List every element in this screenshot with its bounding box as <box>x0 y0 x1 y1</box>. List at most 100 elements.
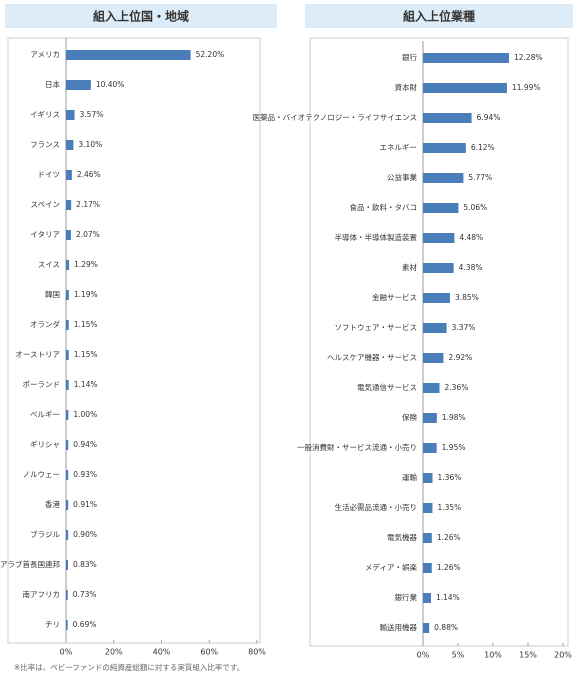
bar <box>66 440 69 450</box>
category-label: ブラジル <box>30 529 60 539</box>
bar <box>423 563 432 573</box>
category-label: スペイン <box>31 200 60 209</box>
bar <box>66 620 68 630</box>
category-label: イギリス <box>30 110 60 119</box>
bar <box>423 413 437 423</box>
value-label: 2.92% <box>448 353 472 362</box>
category-label: 金融サービス <box>372 292 417 302</box>
value-label: 1.14% <box>436 593 460 602</box>
bar <box>423 113 472 123</box>
value-label: 1.00% <box>73 410 97 419</box>
bar <box>66 170 72 180</box>
bar <box>66 50 191 60</box>
x-tick-label: 40% <box>153 648 171 657</box>
x-tick-label: 0% <box>417 651 430 660</box>
value-label: 4.48% <box>459 233 483 242</box>
value-label: 1.36% <box>438 473 462 482</box>
value-label: 6.12% <box>471 143 495 152</box>
bar <box>66 560 68 570</box>
bar <box>66 500 69 510</box>
chart-title: 組入上位国・地域 <box>93 9 189 24</box>
bar <box>66 110 75 120</box>
title-box <box>305 4 573 28</box>
category-label: 銀行業 <box>395 592 418 602</box>
bar <box>66 290 69 300</box>
bar <box>423 533 432 543</box>
bar <box>66 230 71 240</box>
category-label: 韓国 <box>45 289 60 299</box>
category-label: オーストリア <box>15 350 60 359</box>
bar <box>423 503 433 513</box>
value-label: 5.77% <box>468 173 492 182</box>
value-label: 0.83% <box>73 560 97 569</box>
value-label: 1.26% <box>437 563 461 572</box>
bar <box>66 410 69 420</box>
bar <box>423 323 447 333</box>
bar <box>66 530 69 540</box>
category-label: ドイツ <box>38 170 61 179</box>
bar <box>66 470 69 480</box>
bar <box>66 380 69 390</box>
category-label: 医薬品・バイオテクノロジー・ライフサイエンス <box>253 112 417 122</box>
bar <box>66 350 69 360</box>
category-label: 保険 <box>402 413 417 422</box>
value-label: 52.20% <box>196 50 225 59</box>
value-label: 0.69% <box>73 620 97 629</box>
bar <box>423 233 455 243</box>
x-tick-label: 15% <box>519 651 537 660</box>
value-label: 1.19% <box>74 290 98 299</box>
category-label: オランダ <box>30 319 60 329</box>
category-label: フランス <box>30 140 60 149</box>
value-label: 0.90% <box>73 530 97 539</box>
value-label: 2.36% <box>445 383 469 392</box>
value-label: 6.94% <box>477 113 501 122</box>
value-label: 1.26% <box>437 533 461 542</box>
category-label: 香港 <box>45 499 60 509</box>
category-label: 南アフリカ <box>23 589 61 599</box>
bar <box>423 83 507 93</box>
x-tick-label: 20% <box>105 648 123 657</box>
bar <box>423 593 431 603</box>
bar <box>423 263 454 273</box>
bar <box>423 143 466 153</box>
chart-title: 組入上位業種 <box>403 9 475 24</box>
value-label: 1.98% <box>442 413 466 422</box>
category-label: 銀行 <box>402 52 417 62</box>
value-label: 11.99% <box>512 83 541 92</box>
value-label: 12.28% <box>514 53 543 62</box>
bar <box>66 80 91 90</box>
category-label: 電気機器 <box>387 532 417 542</box>
bar <box>66 140 74 150</box>
bar <box>423 293 450 303</box>
category-label: 公益事業 <box>387 172 417 182</box>
category-label: 素材 <box>402 262 417 272</box>
category-label: 日本 <box>45 79 60 89</box>
bar <box>423 353 444 363</box>
bar <box>66 200 72 210</box>
bar <box>423 173 464 183</box>
category-label: ベルギー <box>30 410 60 419</box>
title-box <box>5 4 277 28</box>
value-label: 4.38% <box>459 263 483 272</box>
footnote: ※比率は、ベビーファンドの純資産総額に対する実質組入比率です。 <box>14 662 244 672</box>
category-label: 一般消費財・サービス流通・小売り <box>297 442 417 452</box>
bar <box>423 473 433 483</box>
x-tick-label: 10% <box>484 651 502 660</box>
bar <box>66 260 70 270</box>
value-label: 0.94% <box>73 440 97 449</box>
category-label: アラブ首長国連邦 <box>0 559 60 569</box>
bar <box>66 320 69 330</box>
value-label: 3.37% <box>452 323 476 332</box>
bar <box>423 53 509 63</box>
value-label: 3.10% <box>78 140 102 149</box>
bar <box>423 383 440 393</box>
plot-frame <box>309 37 569 647</box>
category-label: スイス <box>38 260 60 269</box>
value-label: 10.40% <box>96 80 125 89</box>
category-label: ソフトウェア・サービス <box>335 323 418 332</box>
category-label: 電気通信サービス <box>357 382 417 392</box>
category-label: ヘルスケア機器・サービス <box>327 352 417 362</box>
category-label: メディア・娯楽 <box>365 562 417 572</box>
value-label: 1.35% <box>437 503 461 512</box>
value-label: 1.15% <box>74 350 98 359</box>
